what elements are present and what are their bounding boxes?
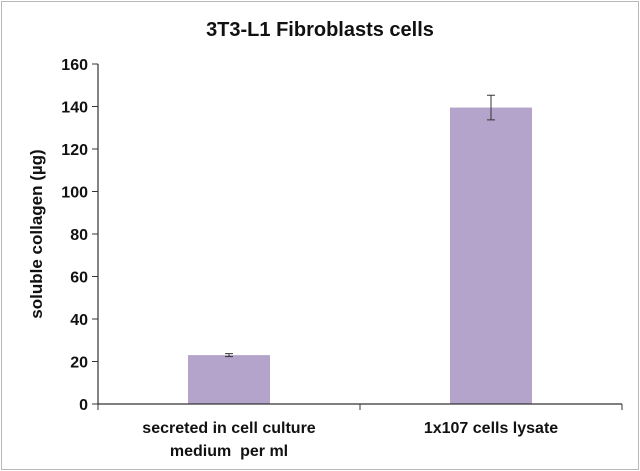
- y-tick-label: 40: [70, 312, 88, 329]
- axes: [97, 64, 622, 405]
- x-axis-ticks: secreted in cell culture medium per ml 1x1…: [97, 404, 623, 460]
- y-tick-label: 0: [79, 397, 88, 414]
- bar: [450, 107, 532, 404]
- x-tick-label: secreted in cell culture medium per ml: [142, 420, 316, 460]
- y-tick-label: 60: [70, 270, 88, 287]
- x-tick-label: 1x107 cells lysate: [424, 420, 558, 437]
- bar: [188, 355, 270, 404]
- y-axis-ticks: 0 20 40 60 80 100 120 140 160: [61, 57, 98, 414]
- y-tick-label: 160: [61, 57, 88, 74]
- bars: [188, 107, 532, 404]
- error-bars: [225, 94, 495, 358]
- y-axis-label: soluble collagen (µg): [27, 149, 46, 318]
- error-bar: [487, 94, 495, 121]
- chart-title: 3T3-L1 Fibroblasts cells: [206, 19, 434, 41]
- y-tick-label: 100: [61, 185, 88, 202]
- y-tick-label: 20: [70, 355, 88, 372]
- y-tick-label: 120: [61, 142, 88, 159]
- error-bar: [225, 353, 233, 358]
- y-tick-label: 80: [70, 227, 88, 244]
- y-tick-label: 140: [61, 100, 88, 117]
